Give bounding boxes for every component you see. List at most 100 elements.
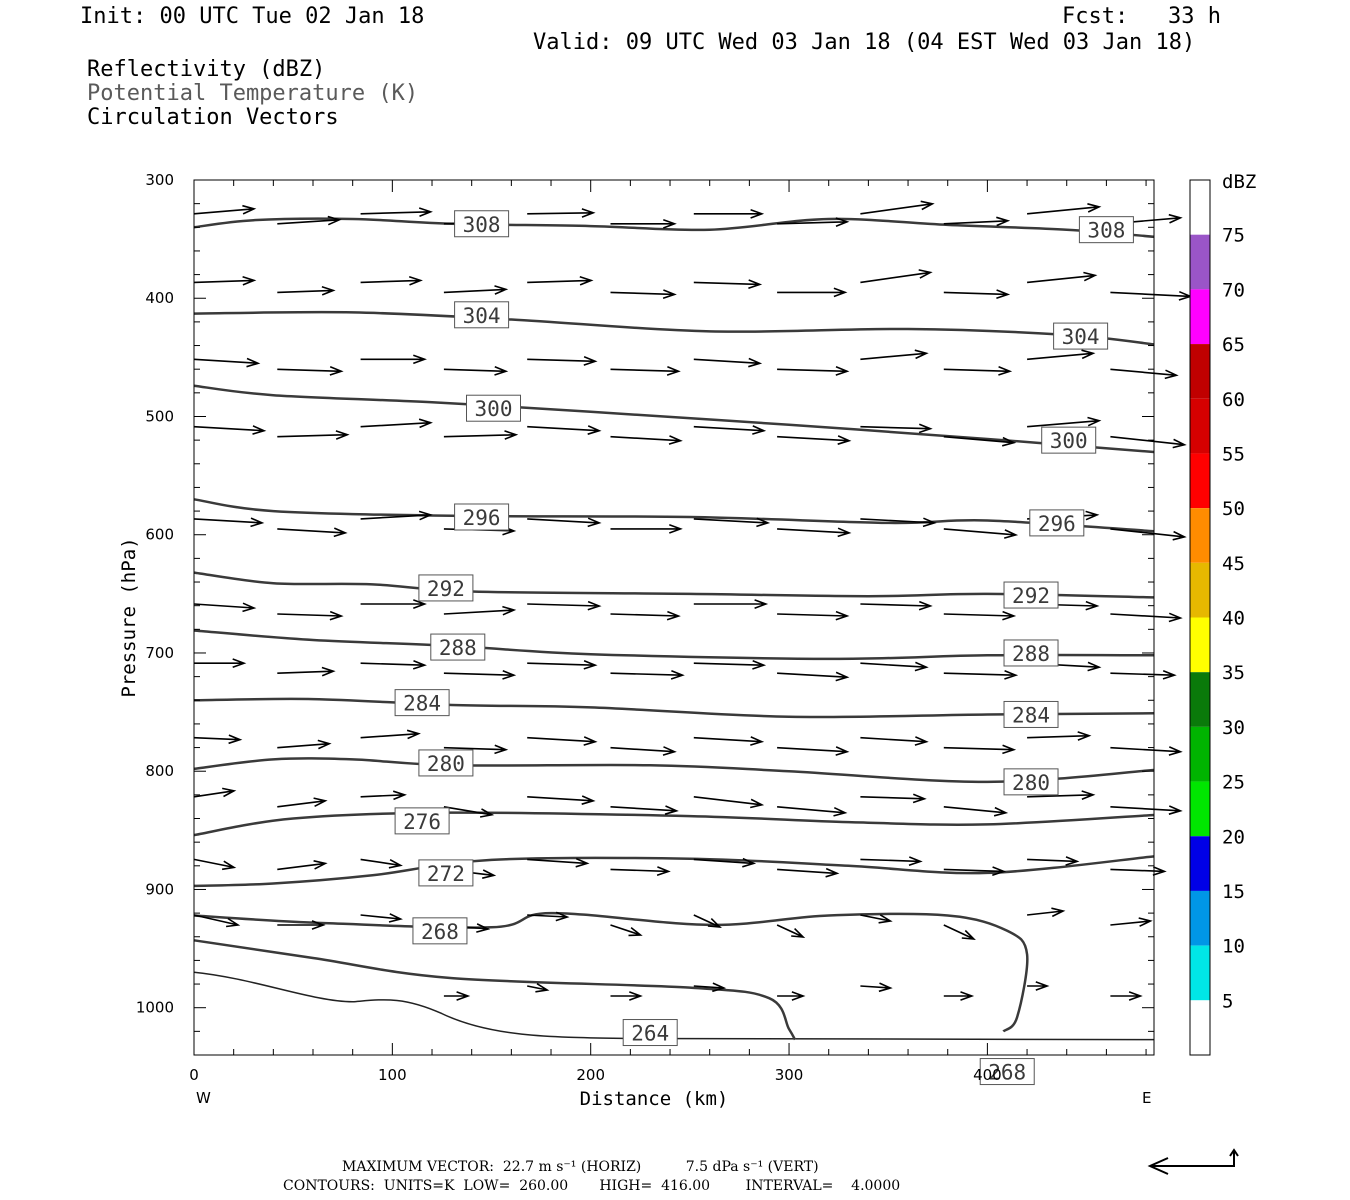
colorbar-swatch xyxy=(1190,508,1210,563)
vector-arrow xyxy=(193,858,237,871)
contour-labels: 308 308 304 304 300 300 296 296 292 292 288 288 284 2… xyxy=(394,210,1134,1086)
vector-arrow xyxy=(443,669,517,680)
vector-arrow xyxy=(527,857,590,868)
colorbar-swatch xyxy=(1190,836,1210,891)
vector-arrow xyxy=(277,285,336,296)
vector-arrow xyxy=(1110,528,1187,541)
contour-label-box xyxy=(454,210,510,238)
vector-arrow xyxy=(443,991,471,1001)
field-reflectivity-label: Reflectivity (dBZ) xyxy=(87,57,326,82)
contour-label-272: 272 xyxy=(427,862,465,886)
vector-arrow xyxy=(943,366,1013,376)
vector-arrow xyxy=(943,744,1017,755)
vector-arrow xyxy=(443,605,517,616)
vector-arrow xyxy=(777,671,850,682)
vector-arrow xyxy=(527,600,602,611)
contour-label-box xyxy=(418,859,474,887)
vector-arrow xyxy=(943,866,1007,876)
vector-arrow xyxy=(777,806,848,817)
colorbar-label: 60 xyxy=(1222,389,1245,411)
colorbar-swatch xyxy=(1190,945,1210,1001)
colorbar-swatch xyxy=(1190,890,1210,946)
vector-arrow xyxy=(277,366,344,376)
contour-label-box xyxy=(979,1058,1035,1086)
x-tick-label: 100 xyxy=(378,1066,407,1084)
vector-arrow xyxy=(1027,731,1092,741)
vector-arrow xyxy=(527,659,598,670)
colorbar-swatch xyxy=(1190,562,1210,618)
vector-arrow xyxy=(193,787,237,798)
colorbar-swatch xyxy=(1190,234,1210,290)
vector-arrow xyxy=(693,425,767,435)
colorbar-swatch xyxy=(1190,781,1210,837)
vector-arrow xyxy=(277,430,350,440)
colorbar-swatch xyxy=(1190,617,1210,673)
contour-label-box xyxy=(622,1019,678,1047)
vector-arrow xyxy=(693,736,765,746)
contour-label-292: 292 xyxy=(427,577,465,601)
vector-arrow xyxy=(860,914,893,924)
vector-arrow xyxy=(860,793,927,804)
vector-arrow xyxy=(943,806,1009,817)
colorbar-swatch xyxy=(1190,289,1210,345)
vector-arrow xyxy=(360,659,427,670)
colorbar-frame xyxy=(1189,179,1211,1056)
vector-arrow xyxy=(777,610,850,621)
contour-label-box xyxy=(1003,639,1059,667)
y-tick-label: 600 xyxy=(145,526,174,544)
vector-arrow xyxy=(693,517,771,528)
vector-arrow xyxy=(277,666,336,677)
vector-arrow xyxy=(193,357,261,368)
vector-arrow xyxy=(777,991,806,1001)
vector-arrow xyxy=(777,366,850,376)
vector-arrow xyxy=(943,216,1011,227)
contour-label-308: 308 xyxy=(1087,219,1125,243)
contour-label-296: 296 xyxy=(463,506,501,530)
colorbar-label: 30 xyxy=(1222,717,1245,739)
valid-time: Valid: 09 UTC Wed 03 Jan 18 (04 EST Wed … xyxy=(533,30,1196,55)
vector-arrow xyxy=(277,215,342,226)
vector-arrow xyxy=(943,924,976,940)
colorbar-label: 65 xyxy=(1222,334,1245,356)
theta-contour-280 xyxy=(193,757,1155,784)
vector-arrow xyxy=(360,275,423,286)
contour-label-box xyxy=(1053,322,1109,350)
vector-arrow xyxy=(860,856,923,866)
vector-arrow xyxy=(943,435,1017,447)
contour-label-284: 284 xyxy=(403,692,441,716)
contour-label-264: 264 xyxy=(631,1022,669,1046)
vector-arrow xyxy=(610,991,643,1001)
vector-arrow xyxy=(610,610,681,621)
contour-label-box xyxy=(394,689,450,717)
theta-contour-264 xyxy=(193,939,797,1041)
vector-arrow xyxy=(777,746,850,756)
y-tick-label: 400 xyxy=(145,289,174,307)
vector-arrow xyxy=(527,736,598,746)
x-tick-label: 200 xyxy=(576,1066,605,1084)
contour-label-300: 300 xyxy=(475,397,513,421)
vector-arrow xyxy=(443,366,509,376)
vector-arrow xyxy=(1027,856,1080,866)
reference-vector xyxy=(1147,1148,1239,1175)
circulation-vectors xyxy=(193,200,1193,1001)
vector-arrow xyxy=(693,857,757,868)
vector-arrow xyxy=(360,599,427,609)
contour-label-296: 296 xyxy=(1038,512,1076,536)
vector-arrow xyxy=(693,357,763,368)
contour-label-304: 304 xyxy=(1062,325,1100,349)
colorbar-swatch xyxy=(1190,672,1210,727)
vector-arrow xyxy=(443,806,495,818)
vector-arrow xyxy=(860,736,929,746)
x-axis-title: Distance (km) xyxy=(580,1088,729,1110)
theta-contour-276 xyxy=(193,811,1155,837)
colorbar-swatch xyxy=(1190,344,1210,399)
vector-arrow xyxy=(1110,290,1193,301)
colorbar-label: 25 xyxy=(1222,772,1245,794)
vector-arrow xyxy=(277,860,328,871)
theta-contour-292 xyxy=(193,571,1155,599)
vector-arrow xyxy=(1027,271,1098,284)
colorbar: 75 70 65 60 55 50 45 40 35 30 25 20 15 10 5 dBZ xyxy=(1189,171,1256,1056)
y-tick-label: 700 xyxy=(145,644,174,662)
east-label: E xyxy=(1142,1089,1151,1107)
vector-arrow xyxy=(1027,416,1102,428)
